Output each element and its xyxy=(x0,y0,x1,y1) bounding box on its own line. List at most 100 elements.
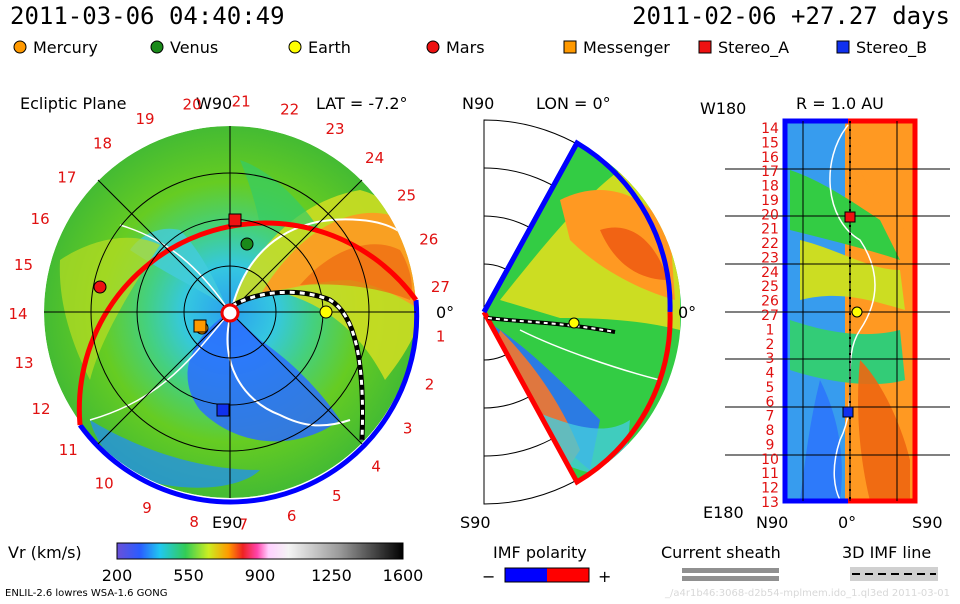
ecliptic-lat-label: LAT = -7.2° xyxy=(316,94,408,113)
stereo-a-marker xyxy=(228,213,242,227)
radial-day-label: 1 xyxy=(766,322,775,338)
day-label: 7 xyxy=(239,516,249,534)
ecliptic-objects xyxy=(93,213,333,417)
legend-label: Mars xyxy=(446,38,485,57)
day-label: 21 xyxy=(232,92,251,110)
imf-line-legend: 3D IMF line xyxy=(842,543,938,581)
stereo-a-marker-radial xyxy=(844,211,856,223)
model-footer: ENLIL-2.6 lowres WSA-1.6 GONG xyxy=(5,588,168,599)
watermark-footer: _/a4r1b46:3068-d2b54-mplmem.ido_1.ql3ed … xyxy=(664,588,950,599)
colorbar-tick-label: 900 xyxy=(245,566,276,585)
day-label: 27 xyxy=(431,278,450,296)
day-label: 15 xyxy=(14,256,33,274)
radial-day-label: 26 xyxy=(761,294,779,310)
legend-label: Stereo_A xyxy=(718,38,789,58)
legend-label: Mercury xyxy=(33,38,98,57)
colorbar-label: Vr (km/s) xyxy=(8,543,82,562)
radial-x-left: N90 xyxy=(756,513,788,532)
legend-label: Earth xyxy=(308,38,351,57)
day-label: 25 xyxy=(397,187,416,205)
day-label: 23 xyxy=(325,120,344,138)
radial-day-label: 3 xyxy=(766,351,775,367)
mars-legend-marker xyxy=(426,40,440,54)
sun-marker xyxy=(220,303,240,323)
day-label: 13 xyxy=(14,354,33,372)
radial-top-left-label: W180 xyxy=(700,99,746,118)
venus-marker xyxy=(240,237,254,251)
radial-day-label: 27 xyxy=(761,308,779,324)
day-label: 3 xyxy=(403,420,413,438)
radial-day-label: 20 xyxy=(761,207,779,223)
imf-title: IMF polarity xyxy=(493,543,587,562)
meridional-lon-label: LON = 0° xyxy=(536,94,611,113)
stereo_b-legend-marker xyxy=(836,40,850,54)
day-label: 5 xyxy=(332,487,342,505)
ecliptic-right-label: 0° xyxy=(436,303,454,322)
day-label: 19 xyxy=(135,110,154,128)
colorbar: Vr (km/s) 200 550 900 1250 1600 xyxy=(8,542,424,585)
colorbar-tick-label: 1600 xyxy=(383,566,424,585)
imf3d-title: 3D IMF line xyxy=(842,543,931,562)
object-legend: Mercury Venus Earth Mars Messenger Stereo_A St… xyxy=(13,38,927,58)
imf-minus: − xyxy=(482,567,495,586)
legend-item-messenger: Messenger xyxy=(563,38,670,57)
legend-item-stereo_b: Stereo_B xyxy=(836,38,927,58)
day-label: 2 xyxy=(425,376,435,394)
radial-day-label: 7 xyxy=(766,409,775,425)
radial-day-label: 22 xyxy=(761,236,779,252)
radial-bottom-left-label: E180 xyxy=(703,503,744,522)
meridional-right-label: 0° xyxy=(678,303,696,322)
radial-day-label: 15 xyxy=(761,135,779,151)
day-label: 9 xyxy=(142,499,152,517)
meridional-bottom-label: S90 xyxy=(460,513,491,532)
day-label: 1 xyxy=(436,328,446,346)
mars-marker xyxy=(93,280,107,294)
colorbar-tick-label: 200 xyxy=(102,566,133,585)
radial-day-label: 12 xyxy=(761,481,779,497)
legend-item-mars: Mars xyxy=(426,38,485,57)
stereo-b-marker xyxy=(216,403,230,417)
radial-day-labels: 1415161718192021222324252627123456789101… xyxy=(761,121,779,511)
day-label: 11 xyxy=(59,441,78,459)
radial-x-mid: 0° xyxy=(838,513,856,532)
sheath-swatch-bottom xyxy=(682,576,779,581)
radial-day-label: 24 xyxy=(761,265,779,281)
legend-item-stereo_a: Stereo_A xyxy=(698,38,789,58)
radial-day-label: 5 xyxy=(766,380,775,396)
radial-day-label: 10 xyxy=(761,452,779,468)
ecliptic-bottom-label: E90 xyxy=(212,513,242,532)
stereo-b-marker-radial xyxy=(842,406,854,418)
radial-x-right: S90 xyxy=(912,513,943,532)
day-label: 16 xyxy=(31,210,50,228)
radial-day-label: 23 xyxy=(761,251,779,267)
radial-day-label: 19 xyxy=(761,193,779,209)
colorbar-gradient xyxy=(116,542,404,560)
legend-label: Messenger xyxy=(583,38,670,57)
day-label: 24 xyxy=(365,149,384,167)
earth-marker-radial xyxy=(851,306,863,318)
messenger-legend-marker xyxy=(563,40,577,54)
radial-day-label: 9 xyxy=(766,438,775,454)
stereo_a-legend-marker xyxy=(698,40,712,54)
imf-negative-swatch xyxy=(505,568,547,582)
day-label: 17 xyxy=(57,169,76,187)
radial-day-label: 14 xyxy=(761,121,779,137)
day-label: 18 xyxy=(93,135,112,153)
radial-day-label: 25 xyxy=(761,279,779,295)
earth-legend-marker xyxy=(288,40,302,54)
day-label: 22 xyxy=(280,101,299,119)
left-datetime: 2011-03-06 04:40:49 xyxy=(10,2,285,30)
radial-day-label: 2 xyxy=(766,337,775,353)
colorbar-tick-label: 550 xyxy=(173,566,204,585)
imf-positive-swatch xyxy=(547,568,589,582)
messenger-marker xyxy=(193,319,207,333)
legend-item-venus: Venus xyxy=(150,38,218,57)
radial-day-label: 13 xyxy=(761,495,779,511)
day-label: 4 xyxy=(371,458,381,476)
day-label: 6 xyxy=(287,507,297,525)
radial-day-label: 21 xyxy=(761,222,779,238)
imf-plus: + xyxy=(598,567,611,586)
radial-day-label: 18 xyxy=(761,179,779,195)
